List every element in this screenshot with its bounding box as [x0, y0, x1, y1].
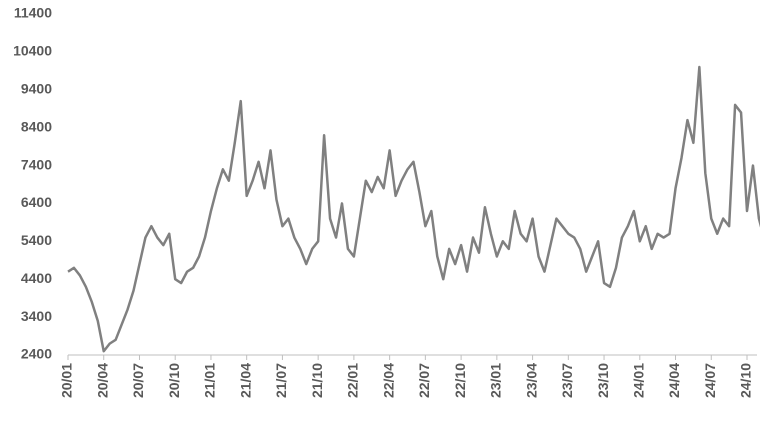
x-tick-label: 24/07 [702, 363, 718, 398]
x-tick-label: 23/10 [595, 363, 611, 398]
y-tick-label: 5400 [21, 232, 52, 248]
x-tick-label: 24/04 [666, 363, 682, 398]
x-tick-label: 23/04 [523, 363, 539, 398]
x-tick-label: 22/04 [380, 363, 396, 398]
x-tick-label: 22/01 [345, 363, 361, 398]
x-tick-label: 20/01 [59, 363, 75, 398]
x-tick-label: 22/10 [452, 363, 468, 398]
y-tick-label: 8400 [21, 118, 52, 134]
x-tick-label: 20/10 [166, 363, 182, 398]
y-tick-label: 3400 [21, 308, 52, 324]
x-tick-label: 21/07 [273, 363, 289, 398]
x-tick-label: 23/01 [488, 363, 504, 398]
y-tick-label: 2400 [21, 346, 52, 362]
x-tick-label: 21/10 [309, 363, 325, 398]
series-line [67, 65, 760, 353]
y-tick-label: 10400 [13, 43, 52, 59]
y-tick-label: 7400 [21, 156, 52, 172]
y-tick-label: 6400 [21, 194, 52, 210]
x-tick-label: 21/01 [202, 363, 218, 398]
y-tick-label: 9400 [21, 80, 52, 96]
x-tick-label: 20/04 [94, 363, 110, 398]
x-tick-label: 23/07 [559, 363, 575, 398]
x-tick-label: 22/07 [416, 363, 432, 398]
y-tick-label: 11400 [14, 5, 52, 21]
x-tick-label: 20/07 [130, 363, 146, 398]
x-tick-label: 21/04 [237, 363, 253, 398]
x-tick-label: 24/01 [630, 363, 646, 398]
x-tick-label: 24/10 [738, 363, 754, 398]
y-tick-label: 4400 [21, 270, 52, 286]
